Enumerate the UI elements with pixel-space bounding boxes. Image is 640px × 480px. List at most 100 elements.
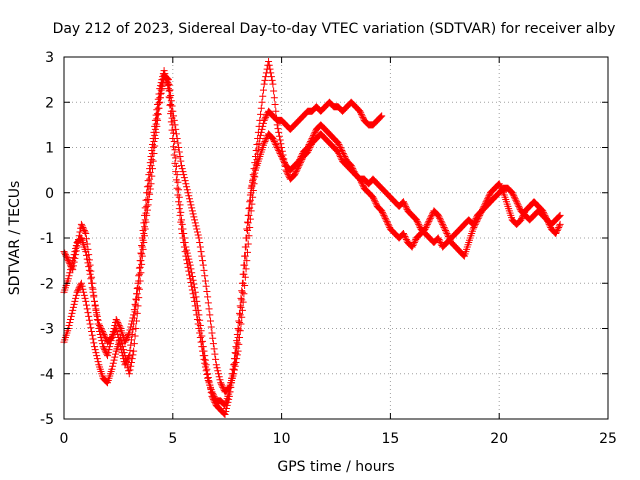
data-point <box>269 134 277 142</box>
data-point <box>307 136 315 144</box>
data-point <box>476 210 484 218</box>
data-point <box>207 323 215 331</box>
data-point <box>257 110 265 118</box>
data-point <box>207 317 215 325</box>
data-point <box>191 297 199 305</box>
data-point <box>237 303 245 311</box>
data-point <box>309 133 317 141</box>
data-point <box>138 252 146 260</box>
data-point <box>192 222 200 230</box>
data-point <box>230 355 238 363</box>
data-point <box>236 309 244 317</box>
data-point <box>310 130 318 138</box>
data-point <box>80 291 88 299</box>
data-point <box>193 228 201 236</box>
data-point <box>273 121 281 129</box>
data-point <box>122 358 130 366</box>
data-point <box>270 137 278 145</box>
data-point <box>441 225 449 233</box>
data-point <box>473 216 481 224</box>
data-point <box>260 139 268 147</box>
data-point <box>121 338 129 346</box>
data-points-layer <box>60 58 564 418</box>
data-point <box>123 361 131 369</box>
data-point <box>237 294 245 302</box>
data-point <box>164 82 172 90</box>
data-point <box>151 116 159 124</box>
data-point <box>73 288 81 296</box>
data-point <box>305 140 313 148</box>
data-point <box>94 320 102 328</box>
data-point <box>304 144 312 151</box>
data-point <box>434 211 442 219</box>
data-point <box>150 128 158 136</box>
data-point <box>111 353 119 361</box>
data-point <box>152 111 160 119</box>
data-point <box>93 315 101 323</box>
data-point <box>162 73 170 81</box>
data-point <box>180 243 188 251</box>
data-point <box>68 309 76 317</box>
data-point <box>245 205 253 213</box>
data-point <box>183 183 191 191</box>
data-point <box>141 204 149 212</box>
data-point <box>356 107 364 115</box>
data-point <box>77 220 85 228</box>
data-point <box>139 245 147 253</box>
data-point <box>114 320 122 328</box>
data-point <box>335 140 343 148</box>
data-point <box>246 215 254 223</box>
data-point <box>61 249 69 257</box>
data-point <box>74 287 82 295</box>
data-point <box>258 125 266 133</box>
data-point <box>424 219 432 227</box>
data-point <box>210 345 218 353</box>
data-point <box>201 356 209 364</box>
data-point <box>358 112 366 120</box>
data-point <box>130 347 138 355</box>
data-point <box>88 273 96 281</box>
data-point <box>371 198 379 206</box>
data-point <box>88 328 96 336</box>
data-point <box>149 157 157 165</box>
data-point <box>247 184 255 192</box>
data-point <box>166 86 174 94</box>
data-point <box>402 236 410 244</box>
data-point <box>137 249 145 257</box>
data-point <box>311 128 319 136</box>
x-tick-label: 0 <box>60 431 69 447</box>
data-point <box>130 340 138 348</box>
data-point <box>101 332 109 340</box>
data-point <box>81 294 89 302</box>
data-point <box>219 383 227 391</box>
data-point <box>415 222 423 230</box>
series-track-c <box>60 67 564 409</box>
data-point <box>460 251 468 259</box>
data-point <box>209 391 217 399</box>
data-point <box>253 140 261 148</box>
x-tick-label: 25 <box>599 431 617 447</box>
data-point <box>148 147 156 155</box>
data-point <box>258 98 266 106</box>
data-point <box>143 183 151 191</box>
data-point <box>541 211 549 219</box>
data-point <box>381 213 389 221</box>
data-point <box>306 139 314 147</box>
data-point <box>149 134 157 142</box>
data-point <box>83 255 91 263</box>
chart-title: Day 212 of 2023, Sidereal Day-to-day VTE… <box>53 21 616 37</box>
data-point <box>188 282 196 290</box>
data-point <box>472 219 480 227</box>
data-point <box>438 219 446 227</box>
data-point <box>144 177 152 185</box>
data-point <box>555 223 563 231</box>
data-point <box>71 248 79 256</box>
data-point <box>200 266 208 274</box>
data-point <box>276 136 284 144</box>
data-point <box>171 146 179 154</box>
data-point <box>119 343 127 351</box>
y-tick-label: 1 <box>45 141 54 157</box>
data-point <box>400 199 408 207</box>
data-point <box>210 392 218 400</box>
data-point <box>122 355 130 363</box>
